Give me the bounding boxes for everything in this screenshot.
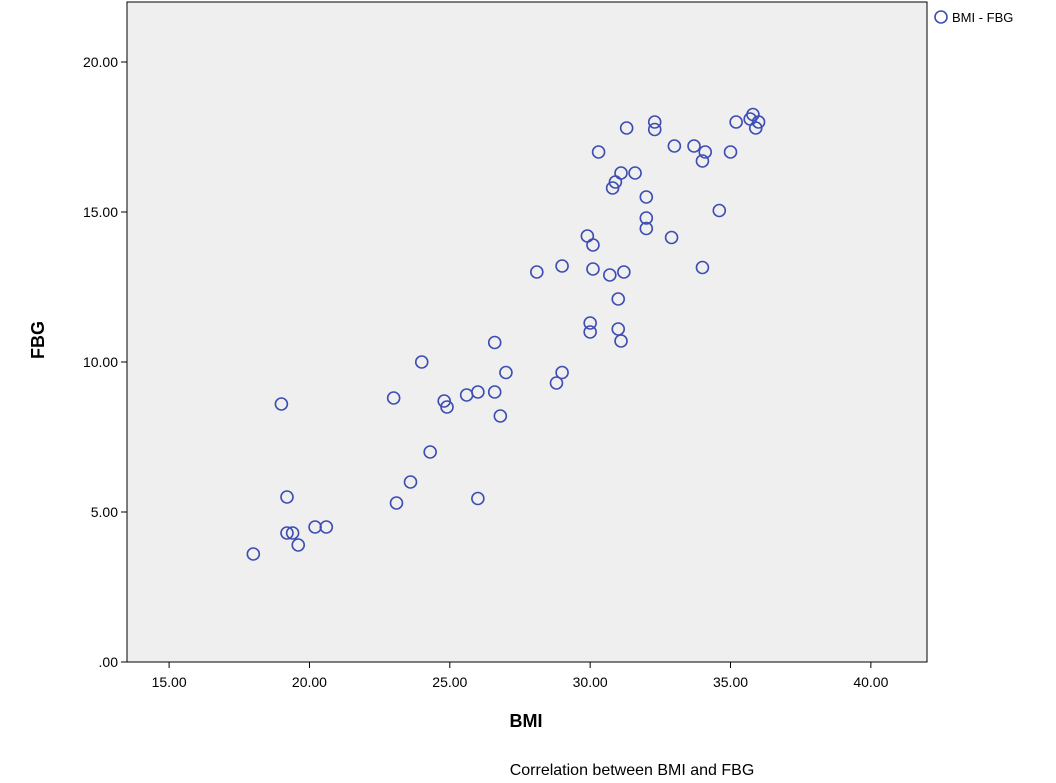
data-point-4 [285, 526, 300, 540]
data-point-9 [389, 496, 404, 510]
legend: BMI - FBG [934, 10, 1013, 25]
data-point-16 [471, 385, 485, 399]
y-tick-label-4: 20.00 [83, 54, 118, 70]
data-point-49 [687, 139, 701, 153]
data-point-14 [440, 400, 454, 414]
y-tick-label-1: 5.00 [91, 504, 118, 520]
x-tick-label-4: 35.00 [713, 674, 748, 690]
x-tick-label-0: 15.00 [152, 674, 187, 690]
x-tick-label-1: 20.00 [292, 674, 327, 690]
data-point-52 [698, 145, 713, 159]
data-point-43 [639, 211, 654, 225]
data-point-18 [487, 385, 502, 399]
y-tick-label-0: .00 [99, 654, 119, 670]
data-point-21 [499, 365, 513, 380]
data-point-53 [712, 203, 727, 218]
data-point-25 [555, 259, 569, 273]
data-point-12 [423, 445, 437, 459]
data-point-28 [583, 325, 597, 339]
legend-marker [934, 10, 948, 24]
y-tick-label-2: 10.00 [83, 354, 118, 370]
data-point-8 [386, 391, 401, 405]
data-point-48 [667, 139, 682, 153]
x-axis-title: BMI [510, 711, 543, 731]
data-point-51 [695, 260, 710, 275]
data-point-1 [274, 397, 289, 411]
data-point-35 [611, 292, 626, 306]
legend-label: BMI - FBG [952, 10, 1013, 25]
data-point-38 [614, 166, 628, 180]
data-point-7 [319, 520, 334, 534]
y-axis: .00 5.00 10.00 15.00 20.00 [83, 54, 127, 670]
data-point-45 [647, 115, 662, 129]
data-point-41 [628, 166, 642, 180]
data-point-22 [530, 265, 544, 279]
data-point-32 [603, 268, 617, 282]
data-point-3 [280, 490, 294, 504]
chart-caption: Correlation between BMI and FBG [510, 762, 755, 779]
data-point-47 [664, 230, 679, 245]
data-point-37 [614, 334, 628, 348]
data-point-40 [619, 121, 634, 135]
data-point-2 [280, 526, 294, 540]
data-point-39 [617, 265, 631, 279]
data-point-20 [493, 409, 508, 423]
data-point-11 [414, 355, 429, 369]
data-point-19 [487, 335, 502, 350]
data-points [246, 107, 766, 561]
data-point-42 [639, 190, 654, 204]
data-point-31 [591, 145, 606, 159]
data-point-10 [403, 475, 418, 489]
data-point-0 [246, 547, 261, 561]
data-point-30 [586, 238, 600, 252]
data-point-55 [729, 115, 743, 129]
data-point-59 [751, 115, 766, 129]
y-tick-label-3: 15.00 [83, 204, 118, 220]
x-tick-label-3: 30.00 [573, 674, 608, 690]
x-tick-label-2: 25.00 [432, 674, 467, 690]
data-point-50 [695, 154, 710, 168]
x-axis: 15.00 20.00 25.00 30.00 35.00 40.00 [152, 662, 889, 690]
data-point-24 [555, 365, 569, 380]
data-point-17 [471, 491, 485, 506]
data-point-29 [586, 262, 600, 276]
data-point-54 [723, 145, 738, 159]
data-point-46 [647, 122, 662, 137]
x-tick-label-5: 40.00 [853, 674, 888, 690]
plot-area [126, 1, 928, 663]
y-axis-title: FBG [28, 321, 48, 359]
data-point-23 [549, 376, 564, 390]
data-point-27 [583, 316, 597, 330]
data-point-44 [639, 221, 654, 236]
data-point-5 [291, 538, 306, 552]
